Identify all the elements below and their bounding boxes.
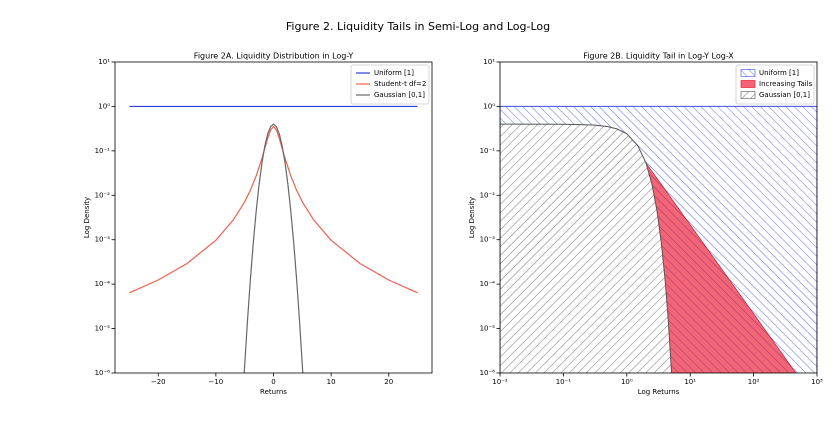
x-tick-label: 10 [327, 378, 336, 386]
y-axis-label: Log Density [83, 197, 91, 238]
x-tick-label: 10² [748, 378, 760, 386]
y-tick-label: 10⁻² [95, 191, 111, 199]
legend-label: Increasing Tails [759, 80, 813, 88]
x-tick-label: 0 [271, 378, 275, 386]
y-tick-label: 10⁰ [98, 102, 110, 110]
y-tick-label: 10⁻³ [95, 236, 111, 244]
subplot-title: Figure 2B. Liquidity Tail in Log-Y Log-X [583, 52, 734, 61]
y-axis-label: Log Density [468, 197, 476, 238]
y-tick-label: 10⁻⁴ [480, 280, 496, 288]
x-tick-label: 10³ [811, 378, 823, 386]
plot-area [129, 105, 418, 373]
y-tick-label: 10⁻⁶ [95, 369, 111, 377]
y-tick-label: 10⁻⁴ [95, 280, 111, 288]
y-tick-label: 10¹ [483, 58, 495, 66]
x-tick-label: 10⁻² [492, 378, 508, 386]
x-axis-label: Log Returns [638, 388, 680, 396]
y-tick-label: 10⁻³ [480, 236, 496, 244]
plot-area [500, 105, 817, 373]
area-series [645, 161, 797, 373]
x-tick-label: 10⁻¹ [556, 378, 572, 386]
legend-swatch [740, 91, 756, 99]
line-series [129, 125, 418, 294]
legend-swatch [740, 80, 756, 88]
x-tick-label: 10⁰ [621, 378, 633, 386]
legend-label: Uniform [1] [374, 69, 414, 77]
legend-label: Uniform [1] [759, 69, 799, 77]
x-tick-label: 10¹ [684, 378, 696, 386]
legend-box [735, 64, 815, 105]
x-tick-label: −10 [208, 378, 223, 386]
y-tick-label: 10⁻¹ [95, 147, 111, 155]
area-series [500, 123, 673, 373]
figure-title: Figure 2. Liquidity Tails in Semi-Log an… [286, 20, 550, 33]
y-tick-label: 10¹ [98, 58, 110, 66]
y-tick-label: 10⁻⁵ [480, 325, 496, 333]
subplot-title: Figure 2A. Liquidity Distribution in Log… [194, 52, 354, 61]
axes-frame [499, 61, 818, 374]
legend-swatch [740, 69, 756, 77]
y-tick-label: 10⁻¹ [480, 147, 496, 155]
legend-label: Student-t df=2 [374, 80, 426, 88]
y-tick-label: 10⁻⁵ [95, 325, 111, 333]
legend-label: Gaussian [0,1] [374, 91, 425, 99]
y-tick-label: 10⁻² [480, 191, 496, 199]
legend-box [350, 64, 430, 105]
x-axis-label: Returns [260, 388, 287, 396]
line-series [243, 123, 304, 373]
y-tick-label: 10⁻⁶ [480, 369, 496, 377]
axes-frame [114, 61, 433, 374]
legend-label: Gaussian [0,1] [759, 91, 810, 99]
y-tick-label: 10⁰ [483, 102, 495, 110]
x-tick-label: 20 [384, 378, 393, 386]
x-tick-label: −20 [151, 378, 166, 386]
